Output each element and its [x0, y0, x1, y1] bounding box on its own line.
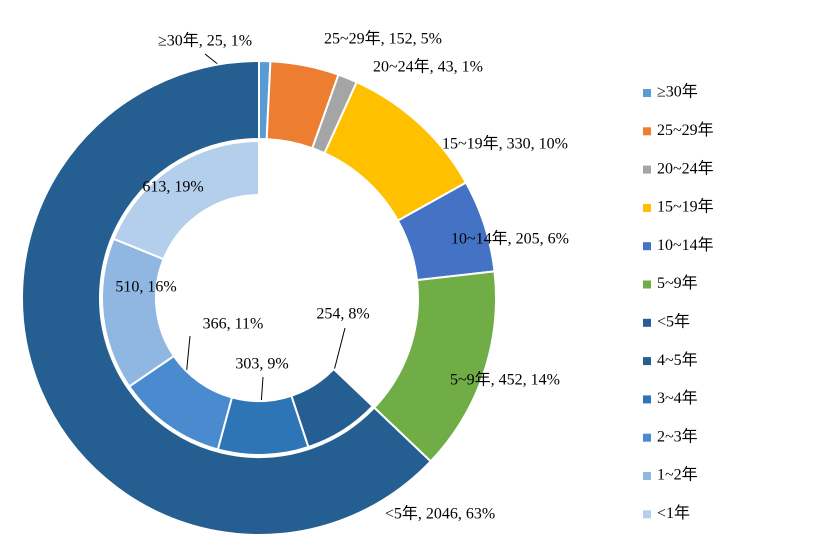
legend-swatch [643, 357, 651, 366]
donut-segment [112, 139, 260, 261]
data-label: 20~24年, 43, 1% [373, 58, 483, 76]
legend-swatch [643, 89, 651, 97]
data-label: 303, 9% [235, 356, 288, 373]
legend-swatch [643, 165, 651, 174]
legend-swatch [643, 510, 651, 519]
legend-label: 25~29年 [657, 121, 714, 139]
data-label: 510, 16% [115, 279, 176, 296]
legend-swatch [643, 280, 651, 289]
legend-label: 5~9年 [657, 274, 698, 292]
legend-swatch [643, 395, 651, 404]
legend-swatch [643, 318, 651, 327]
legend-label: <5年 [657, 312, 690, 330]
legend-swatch [643, 127, 651, 136]
data-label: ≥30年, 25, 1% [158, 32, 252, 50]
legend-label: 1~2年 [657, 466, 698, 484]
legend-label: 3~4年 [657, 389, 698, 407]
legend-label: 2~3年 [657, 427, 698, 445]
legend-swatch [643, 433, 651, 442]
donut-segment [216, 394, 310, 456]
data-label: 366, 11% [203, 316, 264, 333]
legend-swatch [643, 472, 651, 480]
data-label: 15~19年, 330, 10% [442, 135, 568, 153]
data-label: 613, 19% [142, 179, 203, 196]
data-label: <5年, 2046, 63% [385, 505, 495, 523]
legend-swatch [643, 203, 651, 212]
legend-label: 10~14年 [657, 236, 714, 254]
legend-label: <1年 [657, 504, 690, 522]
legend-swatch [643, 242, 651, 251]
data-label: 10~14年, 205, 6% [451, 230, 569, 248]
data-label: 25~29年, 152, 5% [324, 30, 442, 48]
legend-label: 20~24年 [657, 159, 714, 177]
donut-segment [21, 59, 433, 536]
data-label: 254, 8% [316, 306, 369, 323]
legend-label: 15~19年 [657, 198, 714, 216]
legend-label: 4~5年 [657, 351, 698, 369]
legend-label: ≥30年 [657, 83, 698, 101]
data-label: 5~9年, 452, 14% [450, 371, 560, 389]
